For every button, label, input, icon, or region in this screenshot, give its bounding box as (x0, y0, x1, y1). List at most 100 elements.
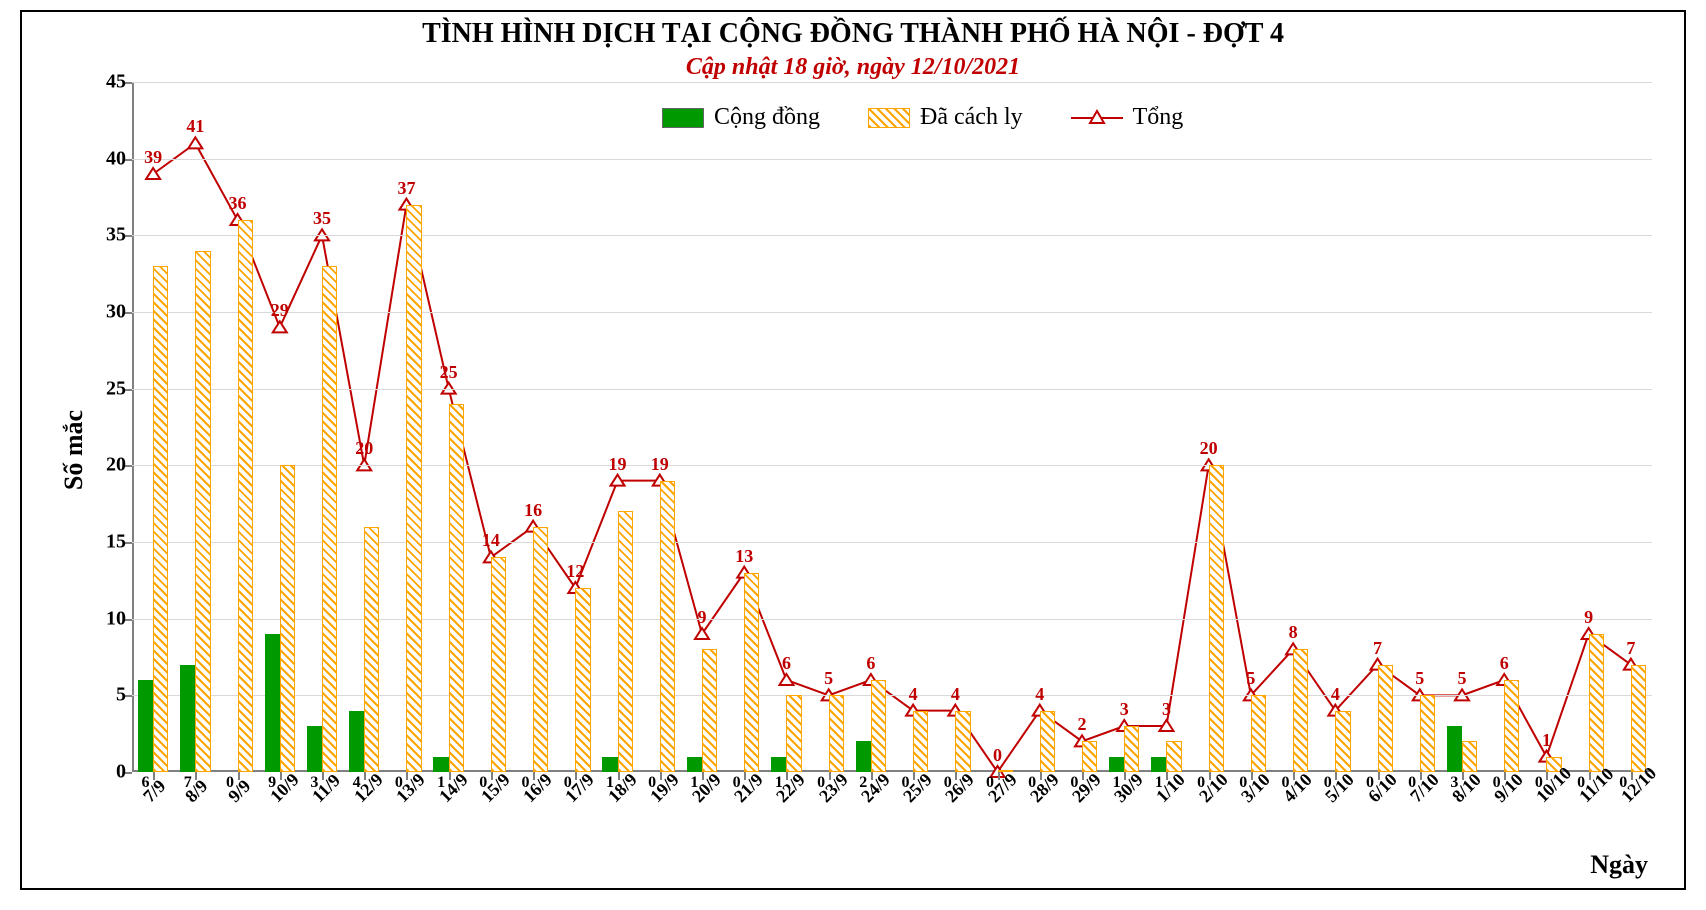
line-value-label: 13 (735, 546, 753, 567)
bar-cong-dong (433, 757, 448, 772)
bar-da-cach-ly (744, 573, 759, 772)
line-value-label: 5 (824, 668, 833, 689)
y-tick-label: 5 (92, 684, 126, 707)
line-value-label: 37 (397, 178, 415, 199)
bar-da-cach-ly (871, 680, 886, 772)
bar-value-label: 0 (1493, 774, 1501, 792)
bar-value-label: 9 (268, 774, 276, 792)
bar-da-cach-ly (195, 251, 210, 772)
y-tick-label: 30 (92, 301, 126, 324)
line-marker-triangle (188, 137, 202, 148)
line-value-label: 20 (355, 438, 373, 459)
line-value-label: 9 (1584, 607, 1593, 628)
bar-value-label: 7 (184, 774, 192, 792)
bar-value-label: 0 (226, 774, 234, 792)
bar-da-cach-ly (1293, 649, 1308, 772)
bar-value-label: 1 (1155, 774, 1163, 792)
y-tick-label: 10 (92, 607, 126, 630)
bar-cong-dong (349, 711, 364, 772)
bar-value-label: 0 (1197, 774, 1205, 792)
y-tick-label: 15 (92, 531, 126, 554)
bar-da-cach-ly (153, 266, 168, 772)
bar-value-label: 0 (1282, 774, 1290, 792)
bar-value-label: 3 (1450, 774, 1458, 792)
bar-value-label: 1 (1113, 774, 1121, 792)
x-axis-label: Ngày (1590, 850, 1648, 880)
bar-value-label: 0 (1408, 774, 1416, 792)
bar-value-label: 6 (142, 774, 150, 792)
bar-da-cach-ly (829, 695, 844, 772)
line-value-label: 4 (909, 684, 918, 705)
line-value-label: 4 (1035, 684, 1044, 705)
bar-da-cach-ly (449, 404, 464, 772)
bar-da-cach-ly (238, 220, 253, 772)
chart-subtitle: Cập nhật 18 giờ, ngày 12/10/2021 (22, 54, 1684, 81)
chart-container: TÌNH HÌNH DỊCH TẠI CỘNG ĐỒNG THÀNH PHỐ H… (20, 10, 1686, 890)
line-value-label: 8 (1289, 622, 1298, 643)
bar-value-label: 1 (437, 774, 445, 792)
bar-da-cach-ly (1082, 741, 1097, 772)
bar-value-label: 0 (1239, 774, 1247, 792)
bar-da-cach-ly (322, 266, 337, 772)
bar-cong-dong (1109, 757, 1124, 772)
y-tick-label: 20 (92, 454, 126, 477)
bar-cong-dong (307, 726, 322, 772)
bar-value-label: 0 (1577, 774, 1585, 792)
bar-cong-dong (1151, 757, 1166, 772)
bar-value-label: 0 (817, 774, 825, 792)
bar-cong-dong (265, 634, 280, 772)
grid-line (132, 619, 1652, 620)
bar-da-cach-ly (491, 557, 506, 772)
bar-value-label: 0 (733, 774, 741, 792)
bar-value-label: 0 (648, 774, 656, 792)
line-value-label: 3 (1162, 699, 1171, 720)
bar-da-cach-ly (1420, 695, 1435, 772)
line-value-label: 35 (313, 208, 331, 229)
bar-value-label: 0 (1535, 774, 1543, 792)
bar-da-cach-ly (913, 711, 928, 772)
bar-da-cach-ly (575, 588, 590, 772)
bar-value-label: 2 (859, 774, 867, 792)
bar-cong-dong (180, 665, 195, 772)
line-value-label: 29 (271, 300, 289, 321)
bar-value-label: 0 (1324, 774, 1332, 792)
bar-da-cach-ly (1378, 665, 1393, 772)
line-value-label: 19 (609, 454, 627, 475)
bar-da-cach-ly (955, 711, 970, 772)
line-value-label: 5 (1415, 668, 1424, 689)
bar-value-label: 0 (395, 774, 403, 792)
line-marker-triangle (273, 321, 287, 332)
grid-line (132, 82, 1652, 83)
grid-line (132, 159, 1652, 160)
bar-value-label: 0 (1366, 774, 1374, 792)
bar-da-cach-ly (1209, 465, 1224, 772)
grid-line (132, 465, 1652, 466)
line-value-label: 6 (1500, 653, 1509, 674)
bar-da-cach-ly (1251, 695, 1266, 772)
line-value-label: 6 (782, 653, 791, 674)
line-value-label: 9 (698, 607, 707, 628)
line-value-label: 14 (482, 530, 500, 551)
bar-value-label: 0 (522, 774, 530, 792)
bar-da-cach-ly (533, 527, 548, 772)
bar-value-label: 0 (902, 774, 910, 792)
y-tick-label: 45 (92, 71, 126, 94)
bar-da-cach-ly (1589, 634, 1604, 772)
bar-cong-dong (687, 757, 702, 772)
bar-da-cach-ly (364, 527, 379, 772)
bar-cong-dong (771, 757, 786, 772)
bar-cong-dong (1447, 726, 1462, 772)
y-axis-label: Số mắc (59, 410, 89, 490)
bar-da-cach-ly (1504, 680, 1519, 772)
bar-cong-dong (138, 680, 153, 772)
y-tick-label: 0 (92, 761, 126, 784)
y-tick-label: 40 (92, 147, 126, 170)
line-value-label: 1 (1542, 730, 1551, 751)
line-value-label: 2 (1078, 714, 1087, 735)
y-tick-label: 25 (92, 377, 126, 400)
bar-value-label: 0 (944, 774, 952, 792)
line-value-label: 39 (144, 147, 162, 168)
line-value-label: 0 (993, 745, 1002, 766)
line-value-label: 5 (1246, 668, 1255, 689)
line-value-label: 4 (1331, 684, 1340, 705)
